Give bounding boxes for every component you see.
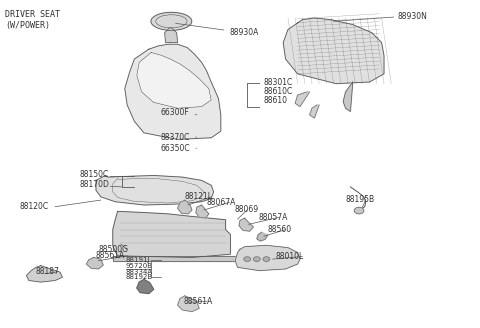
Text: 88067A: 88067A — [206, 198, 236, 207]
Text: 88560: 88560 — [268, 225, 292, 234]
Polygon shape — [96, 175, 214, 205]
Text: 88069: 88069 — [234, 205, 258, 215]
Text: 88195B: 88195B — [346, 195, 375, 204]
Text: 88192B: 88192B — [126, 275, 153, 280]
Text: 88334A: 88334A — [126, 269, 153, 275]
Polygon shape — [239, 218, 253, 231]
Text: 88150C: 88150C — [79, 170, 108, 179]
Circle shape — [263, 257, 270, 261]
Text: 66350C: 66350C — [161, 144, 197, 153]
Text: DRIVER SEAT
(W/POWER): DRIVER SEAT (W/POWER) — [5, 10, 60, 30]
Polygon shape — [196, 205, 209, 218]
Text: 88500G: 88500G — [98, 245, 128, 254]
Polygon shape — [295, 92, 310, 107]
Circle shape — [253, 257, 260, 261]
Circle shape — [244, 257, 251, 261]
Text: 88187: 88187 — [36, 267, 60, 276]
Text: 88610C: 88610C — [263, 87, 292, 96]
Polygon shape — [283, 18, 384, 84]
Polygon shape — [257, 232, 268, 241]
Text: 95720B: 95720B — [126, 263, 153, 269]
Text: 88120C: 88120C — [19, 202, 48, 211]
Polygon shape — [310, 105, 319, 118]
Text: 88930A: 88930A — [176, 23, 259, 37]
Polygon shape — [125, 44, 221, 139]
Polygon shape — [113, 256, 250, 261]
Polygon shape — [178, 200, 192, 214]
Polygon shape — [26, 266, 62, 282]
Text: 88121L: 88121L — [185, 192, 213, 201]
Text: 88170D: 88170D — [79, 180, 109, 189]
Text: 88561A: 88561A — [183, 297, 213, 306]
Text: 88010L: 88010L — [276, 252, 304, 261]
Polygon shape — [137, 52, 211, 108]
Polygon shape — [137, 279, 154, 294]
Text: 88370C: 88370C — [161, 133, 197, 142]
Polygon shape — [86, 257, 103, 269]
Text: 88191J: 88191J — [126, 257, 150, 263]
Text: 88301C: 88301C — [263, 78, 292, 87]
Text: 66300F: 66300F — [161, 108, 197, 117]
Polygon shape — [178, 296, 199, 312]
Polygon shape — [113, 212, 230, 257]
Polygon shape — [165, 28, 178, 43]
Text: 88610: 88610 — [263, 96, 287, 105]
Ellipse shape — [151, 12, 192, 30]
Text: 88561A: 88561A — [96, 251, 125, 260]
Polygon shape — [343, 82, 353, 112]
Text: 88930N: 88930N — [397, 12, 427, 21]
Polygon shape — [235, 245, 300, 271]
Text: 88057A: 88057A — [258, 213, 288, 222]
Circle shape — [354, 207, 364, 214]
